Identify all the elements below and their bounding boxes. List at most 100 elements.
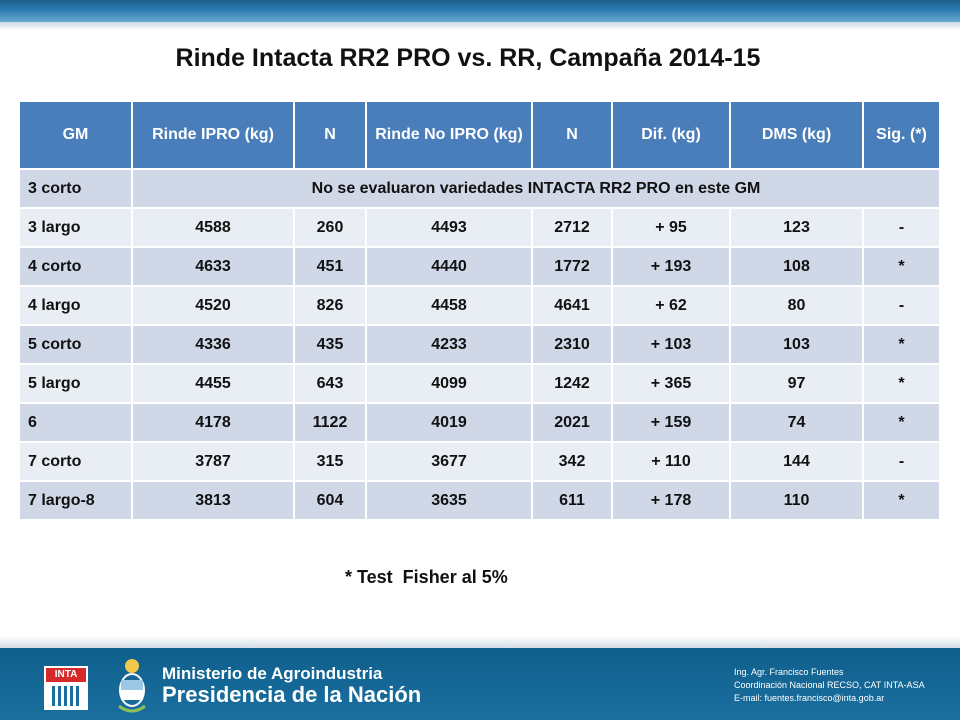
cell-rinde-ipro: 3787 [132, 441, 295, 481]
cell-rinde-no-ipro: 3635 [366, 480, 533, 519]
cell-gm: 7 largo-8 [20, 480, 133, 519]
table-row: 5 largo 4455 643 4099 1242 + 365 97 * [20, 363, 939, 403]
cell-n-no-ipro: 2310 [532, 324, 613, 364]
cell-n-no-ipro: 611 [532, 480, 613, 519]
cell-n-no-ipro: 2712 [532, 207, 613, 247]
results-table: GM Rinde IPRO (kg) N Rinde No IPRO (kg) … [20, 102, 939, 519]
table-row: 3 corto No se evaluaron variedades INTAC… [20, 168, 939, 208]
cell-n-ipro: 643 [294, 363, 367, 403]
cell-rinde-no-ipro: 4233 [366, 324, 533, 364]
cell-rinde-no-ipro: 3677 [366, 441, 533, 481]
cell-rinde-no-ipro: 4493 [366, 207, 533, 247]
top-banner-shadow [0, 22, 960, 30]
cell-sig: - [863, 441, 939, 481]
presidencia-label: Presidencia de la Nación [162, 682, 422, 707]
cell-gm: 5 largo [20, 363, 133, 403]
cell-sig: - [863, 207, 939, 247]
cell-gm: 7 corto [20, 441, 133, 481]
cell-dif: + 365 [612, 363, 731, 403]
footnote: * Test Fisher al 5% [345, 567, 508, 587]
cell-sig: * [863, 480, 939, 519]
cell-n-ipro: 260 [294, 207, 367, 247]
cell-dms: 97 [730, 363, 864, 403]
cell-rinde-ipro: 4633 [132, 246, 295, 286]
slide-title: Rinde Intacta RR2 PRO vs. RR, Campaña 20… [175, 44, 761, 72]
header-gm: GM [20, 102, 133, 169]
cell-n-no-ipro: 342 [532, 441, 613, 481]
cell-sig: * [863, 246, 939, 286]
inta-logo-text: INTA [46, 668, 86, 682]
coat-of-arms-icon [118, 659, 146, 713]
cell-dif: + 110 [612, 441, 731, 481]
cell-rinde-ipro: 4588 [132, 207, 295, 247]
table-row: 7 largo-8 3813 604 3635 611 + 178 110 * [20, 480, 939, 519]
cell-rinde-ipro: 4178 [132, 402, 295, 442]
footer-separator [0, 636, 960, 648]
cell-dif: + 103 [612, 324, 731, 364]
cell-sig: * [863, 324, 939, 364]
cell-dms: 80 [730, 285, 864, 325]
cell-dms: 144 [730, 441, 864, 481]
cell-dif: + 62 [612, 285, 731, 325]
table-row: 3 largo 4588 260 4493 2712 + 95 123- [20, 207, 939, 247]
cell-rinde-ipro: 3813 [132, 480, 295, 519]
cell-rinde-ipro: 4336 [132, 324, 295, 364]
cell-dms: 74 [730, 402, 864, 442]
cell-dms: 123 [730, 207, 864, 247]
cell-n-no-ipro: 2021 [532, 402, 613, 442]
cell-rinde-no-ipro: 4440 [366, 246, 533, 286]
top-banner [0, 0, 960, 22]
cell-sig: - [863, 285, 939, 325]
cell-rinde-no-ipro: 4458 [366, 285, 533, 325]
cell-gm: 5 corto [20, 324, 133, 364]
table-header-row: GM Rinde IPRO (kg) N Rinde No IPRO (kg) … [20, 102, 939, 169]
table-row: 4 corto 4633 451 4440 1772 + 193 108 * [20, 246, 939, 286]
cell-rinde-no-ipro: 4019 [366, 402, 533, 442]
ministerio-label: Ministerio de Agroindustria [162, 664, 383, 683]
cell-n-ipro: 826 [294, 285, 367, 325]
cell-n-no-ipro: 1772 [532, 246, 613, 286]
header-rinde-no-ipro: Rinde No IPRO (kg) [366, 102, 533, 169]
cell-n-ipro: 315 [294, 441, 367, 481]
contact-info: Ing. Agr. Francisco Fuentes Coordinación… [734, 666, 925, 705]
contact-role: Coordinación Nacional RECSO, CAT INTA-AS… [734, 680, 925, 690]
cell-gm: 3 largo [20, 207, 133, 247]
contact-email: E-mail: fuentes.francisco@inta.gob.ar [734, 693, 885, 703]
cell-dif: + 95 [612, 207, 731, 247]
cell-dif: + 193 [612, 246, 731, 286]
cell-note: No se evaluaron variedades INTACTA RR2 P… [132, 168, 939, 208]
cell-gm: 6 [20, 402, 133, 442]
cell-sig: * [863, 363, 939, 403]
contact-name: Ing. Agr. Francisco Fuentes [734, 667, 844, 677]
table-row: 6 4178 1122 4019 2021 + 159 74 * [20, 402, 939, 442]
footer-bar: INTA Ministerio de Agroindustria Preside… [0, 648, 960, 720]
table-row: 5 corto 4336 435 4233 2310 + 103 103 * [20, 324, 939, 364]
cell-rinde-no-ipro: 4099 [366, 363, 533, 403]
cell-n-ipro: 1122 [294, 402, 367, 442]
header-dms: DMS (kg) [730, 102, 864, 169]
cell-sig: * [863, 402, 939, 442]
cell-dif: + 178 [612, 480, 731, 519]
cell-gm: 4 largo [20, 285, 133, 325]
cell-n-ipro: 451 [294, 246, 367, 286]
cell-dif: + 159 [612, 402, 731, 442]
header-dif: Dif. (kg) [612, 102, 731, 169]
cell-rinde-ipro: 4520 [132, 285, 295, 325]
header-n-ipro: N [294, 102, 367, 169]
table-row: 7 corto 3787 315 3677 342 + 110 144- [20, 441, 939, 481]
table-row: 4 largo 4520 826 4458 4641 + 62 80- [20, 285, 939, 325]
cell-dms: 108 [730, 246, 864, 286]
header-sig: Sig. (*) [863, 102, 939, 169]
inta-logo: INTA [44, 666, 88, 710]
cell-n-no-ipro: 4641 [532, 285, 613, 325]
cell-n-ipro: 604 [294, 480, 367, 519]
cell-gm: 4 corto [20, 246, 133, 286]
header-n-no-ipro: N [532, 102, 613, 169]
cell-gm: 3 corto [20, 168, 133, 208]
cell-n-ipro: 435 [294, 324, 367, 364]
header-rinde-ipro: Rinde IPRO (kg) [132, 102, 295, 169]
cell-n-no-ipro: 1242 [532, 363, 613, 403]
cell-dms: 110 [730, 480, 864, 519]
cell-dms: 103 [730, 324, 864, 364]
cell-rinde-ipro: 4455 [132, 363, 295, 403]
